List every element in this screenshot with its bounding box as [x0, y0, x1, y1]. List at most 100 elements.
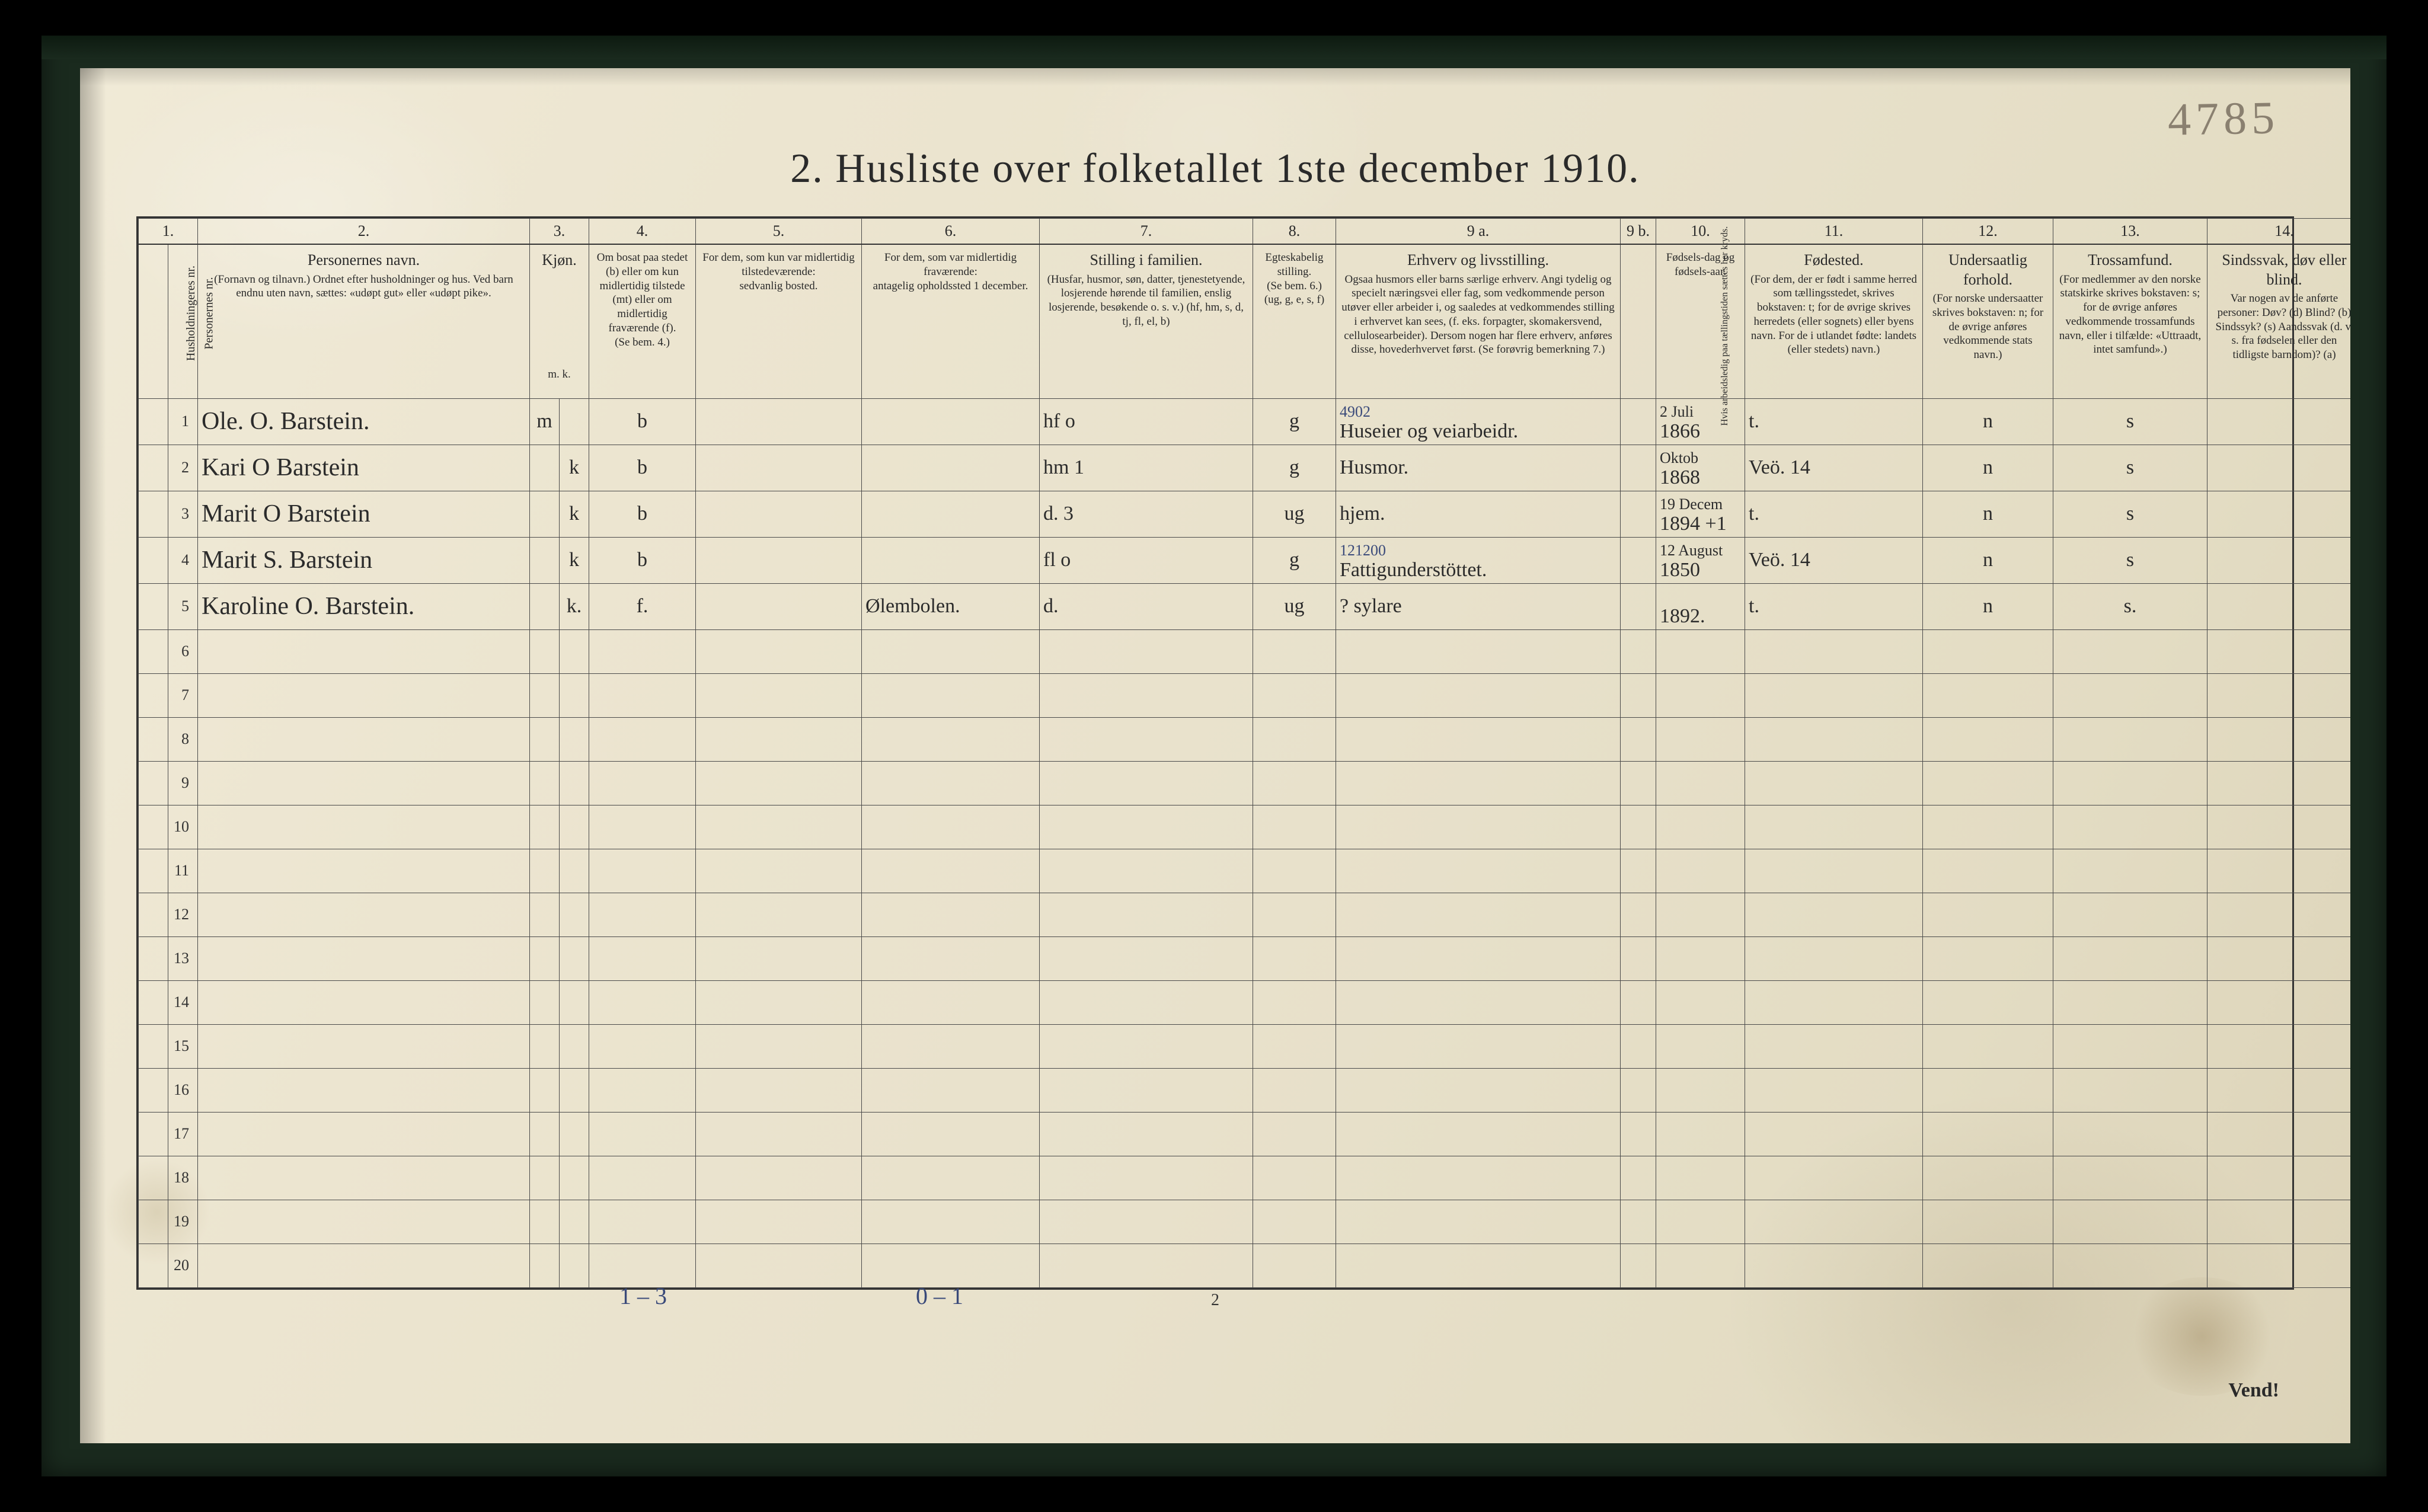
- empty-cell: [2207, 893, 2351, 936]
- col-header-birth: Fødsels-dag og fødsels-aar.: [1656, 244, 1745, 398]
- faith-cell: s: [2053, 491, 2207, 537]
- empty-cell: [1621, 717, 1656, 761]
- name-cell: Ole. O. Barstein.: [198, 398, 530, 445]
- nationality: n: [1927, 596, 2049, 616]
- occupation-cell: Husmor.: [1336, 445, 1621, 491]
- empty-cell: [862, 805, 1040, 849]
- empty-cell: [530, 761, 560, 805]
- empty-cell: [1040, 1156, 1253, 1200]
- empty-cell: [1745, 1024, 1923, 1068]
- empty-cell: [1336, 893, 1621, 936]
- nationality-cell: n: [1923, 398, 2053, 445]
- col-header-marital: Egteskabelig stilling. (Se bem. 6.) (ug,…: [1253, 244, 1336, 398]
- disability-cell: [2207, 491, 2351, 537]
- empty-cell: [1040, 717, 1253, 761]
- faith: s: [2057, 411, 2203, 431]
- family-position: d.: [1043, 595, 1059, 617]
- empty-cell: [1621, 1244, 1656, 1287]
- sex-k: k: [563, 550, 585, 570]
- blue-annotation: 121200: [1340, 542, 1386, 559]
- person-no-cell: 12: [168, 893, 198, 936]
- empty-cell: [1336, 980, 1621, 1024]
- empty-cell: [589, 1112, 696, 1156]
- person-no-cell: 18: [168, 1156, 198, 1200]
- empty-cell: [560, 980, 589, 1024]
- empty-cell: [1253, 1200, 1336, 1244]
- table-row: 14: [139, 980, 2351, 1024]
- empty-cell: [2207, 805, 2351, 849]
- empty-cell: [1040, 1068, 1253, 1112]
- empty-cell: [198, 673, 530, 717]
- paper-stain: [2125, 1277, 2279, 1396]
- empty-cell: [1745, 673, 1923, 717]
- empty-cell: [1656, 629, 1745, 673]
- empty-cell: [2207, 980, 2351, 1024]
- census-table: 1. 2. 3. 4. 5. 6. 7. 8. 9 a. 9 b. 10. 11…: [138, 218, 2350, 1288]
- empty-cell: [696, 980, 862, 1024]
- temp-absent-cell: Ølembolen.: [862, 583, 1040, 629]
- household-no-cell: [139, 673, 168, 717]
- birthplace-cell: Veö. 14: [1745, 445, 1923, 491]
- empty-cell: [2207, 673, 2351, 717]
- colnum: 9 b.: [1621, 219, 1656, 245]
- name-cell: Marit S. Barstein: [198, 537, 530, 583]
- disability-cell: [2207, 398, 2351, 445]
- empty-cell: [530, 1156, 560, 1200]
- person-no-cell: 1: [168, 398, 198, 445]
- household-no-cell: [139, 1024, 168, 1068]
- empty-cell: [1923, 629, 2053, 673]
- person-no-cell: 16: [168, 1068, 198, 1112]
- sex-m: m: [533, 411, 555, 431]
- empty-cell: [1040, 849, 1253, 893]
- empty-cell: [1656, 1024, 1745, 1068]
- colnum: 13.: [2053, 219, 2207, 245]
- empty-cell: [1253, 1244, 1336, 1287]
- empty-cell: [198, 805, 530, 849]
- unemployed-cell: [1621, 398, 1656, 445]
- household-no-cell: [139, 980, 168, 1024]
- resident-code: b: [593, 504, 692, 524]
- table-row: 15: [139, 1024, 2351, 1068]
- empty-cell: [560, 1244, 589, 1287]
- empty-cell: [198, 1200, 530, 1244]
- faith: s: [2057, 458, 2203, 478]
- nationality-cell: n: [1923, 445, 2053, 491]
- empty-cell: [1040, 805, 1253, 849]
- empty-cell: [2053, 761, 2207, 805]
- empty-cell: [862, 1112, 1040, 1156]
- empty-cell: [2053, 1200, 2207, 1244]
- empty-cell: [1040, 893, 1253, 936]
- empty-cell: [198, 1068, 530, 1112]
- empty-cell: [1745, 893, 1923, 936]
- temp-present-cell: [696, 583, 862, 629]
- empty-cell: [1745, 1156, 1923, 1200]
- col-header-name: Personernes navn. (Fornavn og tilnavn.) …: [198, 244, 530, 398]
- empty-cell: [2053, 980, 2207, 1024]
- empty-cell: [198, 1244, 530, 1287]
- empty-cell: [589, 717, 696, 761]
- empty-cell: [1040, 1244, 1253, 1287]
- empty-cell: [1745, 805, 1923, 849]
- empty-cell: [862, 1244, 1040, 1287]
- empty-cell: [1656, 761, 1745, 805]
- colnum: 1.: [139, 219, 198, 245]
- empty-cell: [1656, 1244, 1745, 1287]
- resident-code: b: [593, 458, 692, 478]
- occupation-cell: ? sylare: [1336, 583, 1621, 629]
- empty-cell: [560, 849, 589, 893]
- empty-cell: [1923, 893, 2053, 936]
- empty-cell: [862, 849, 1040, 893]
- table-row: 8: [139, 717, 2351, 761]
- person-name: Marit O Barstein: [202, 500, 370, 528]
- empty-cell: [2053, 629, 2207, 673]
- empty-cell: [589, 673, 696, 717]
- empty-cell: [696, 1112, 862, 1156]
- table-row: 16: [139, 1068, 2351, 1112]
- empty-cell: [1253, 805, 1336, 849]
- household-no-cell: [139, 717, 168, 761]
- empty-cell: [560, 761, 589, 805]
- birthplace-cell: t.: [1745, 491, 1923, 537]
- name-cell: Kari O Barstein: [198, 445, 530, 491]
- empty-cell: [1621, 1112, 1656, 1156]
- empty-cell: [530, 1244, 560, 1287]
